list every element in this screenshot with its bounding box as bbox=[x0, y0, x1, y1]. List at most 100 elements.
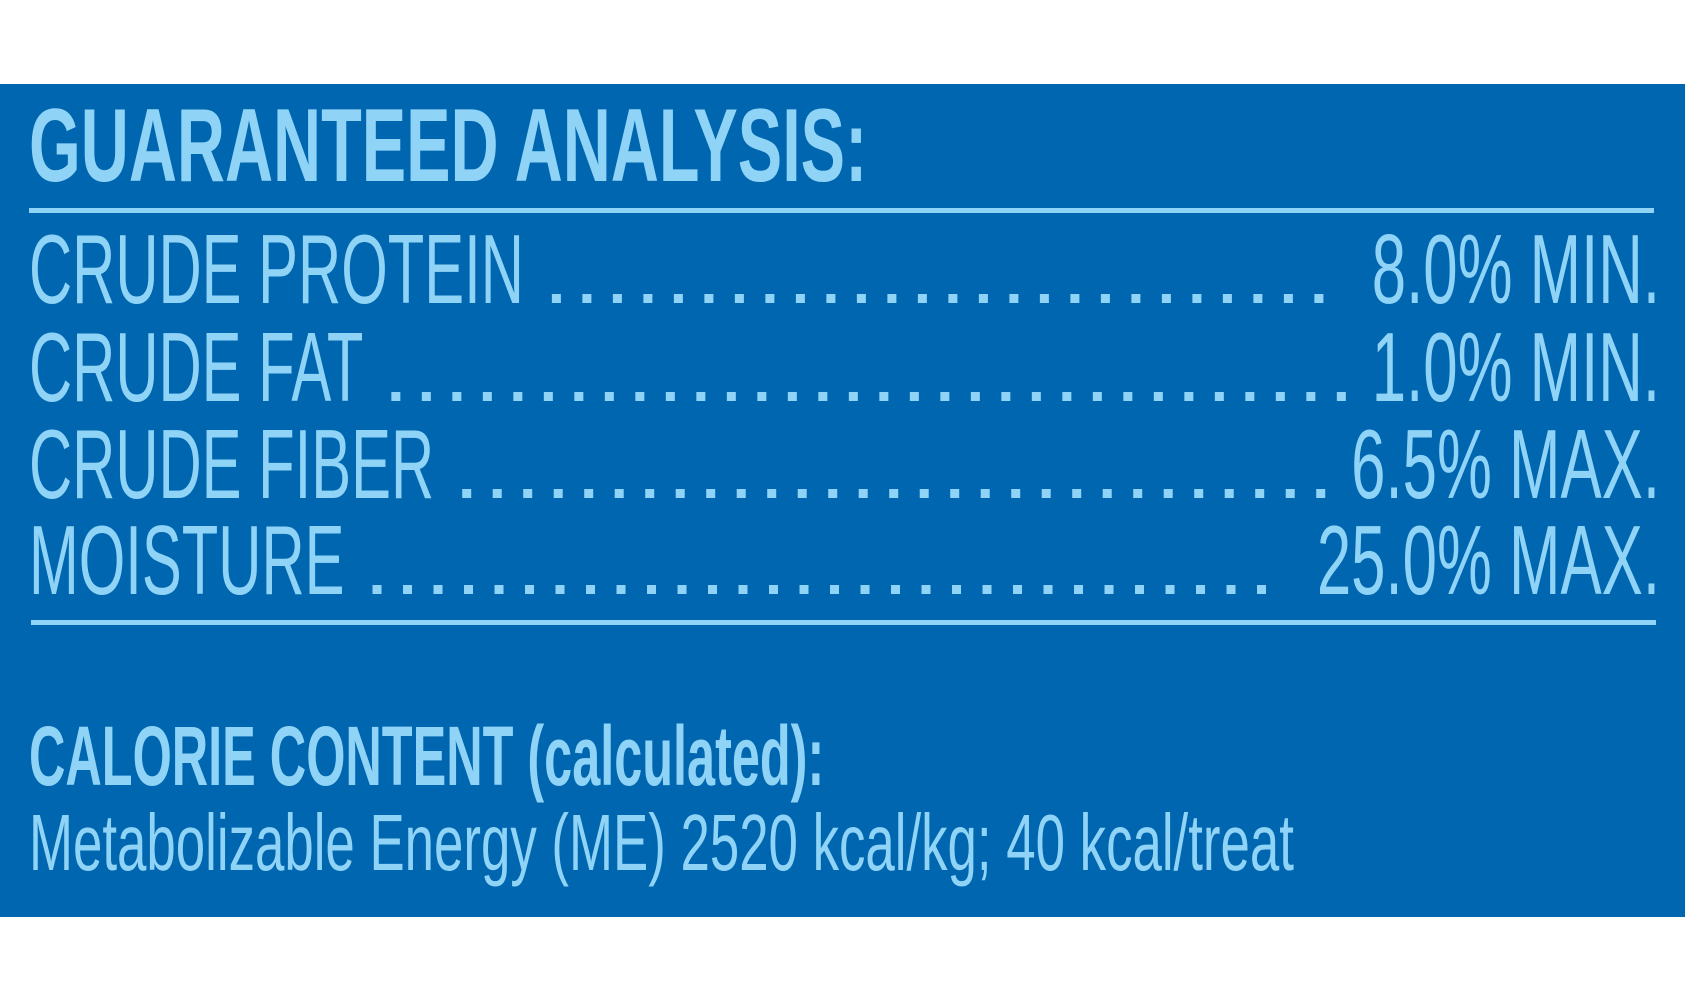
leader-dot bbox=[828, 489, 838, 498]
leader-dot bbox=[1011, 489, 1021, 498]
leader-dot bbox=[1092, 392, 1102, 401]
leader-dot bbox=[645, 489, 655, 498]
leader-dot bbox=[452, 392, 462, 401]
leader-dot bbox=[551, 294, 561, 303]
leader-dot bbox=[708, 585, 718, 594]
row-label: MOISTURE bbox=[29, 505, 345, 615]
leader-dot bbox=[462, 489, 472, 498]
leader-dot bbox=[726, 392, 736, 401]
leader-dot bbox=[1001, 392, 1011, 401]
leader-dot bbox=[1072, 489, 1082, 498]
divider bbox=[29, 208, 1654, 213]
leader-dot bbox=[1316, 489, 1326, 498]
leader-dot bbox=[643, 294, 653, 303]
leader-dot bbox=[1192, 294, 1202, 303]
leader-dot bbox=[582, 294, 592, 303]
leader-dot bbox=[950, 489, 960, 498]
leader-dot bbox=[1245, 392, 1255, 401]
row-value: 25.0% MAX. bbox=[1317, 505, 1660, 615]
leader-dot bbox=[1102, 489, 1112, 498]
leader-dot bbox=[635, 392, 645, 401]
leader-dot bbox=[948, 294, 958, 303]
leader-dot bbox=[1222, 294, 1232, 303]
leader-dot bbox=[830, 585, 840, 594]
leader-dot bbox=[553, 489, 563, 498]
leader-dot bbox=[818, 392, 828, 401]
leader-dot bbox=[1314, 294, 1324, 303]
leader-dot bbox=[1161, 294, 1171, 303]
leader-dot bbox=[1196, 585, 1206, 594]
leader-dot bbox=[970, 392, 980, 401]
leader-dot bbox=[1123, 392, 1133, 401]
leader-dot bbox=[856, 294, 866, 303]
leader-dot bbox=[604, 392, 614, 401]
leader-dot bbox=[952, 585, 962, 594]
leader-dot bbox=[978, 294, 988, 303]
leader-dot bbox=[1336, 392, 1346, 401]
leader-dot bbox=[1184, 392, 1194, 401]
calorie-heading: CALORIE CONTENT (calculated): bbox=[29, 709, 824, 803]
leader-dot bbox=[917, 294, 927, 303]
leader-dot bbox=[403, 585, 413, 594]
leader-dot bbox=[696, 392, 706, 401]
leader-dot bbox=[1306, 392, 1316, 401]
leader-dot bbox=[919, 489, 929, 498]
leader-dot bbox=[1100, 294, 1110, 303]
row-label: CRUDE FIBER bbox=[29, 409, 434, 519]
leader-dot bbox=[525, 585, 535, 594]
leader-dot bbox=[1013, 585, 1023, 594]
leader-dot bbox=[391, 392, 401, 401]
leader-dot bbox=[543, 392, 553, 401]
leader-dot bbox=[797, 489, 807, 498]
leader-dot bbox=[421, 392, 431, 401]
leader-dot bbox=[787, 392, 797, 401]
leader-dot bbox=[795, 294, 805, 303]
leader-dot bbox=[889, 489, 899, 498]
leader-dot bbox=[891, 585, 901, 594]
leader-dot bbox=[1153, 392, 1163, 401]
leader-dot bbox=[1133, 489, 1143, 498]
leader-dot bbox=[513, 392, 523, 401]
leader-dot bbox=[1041, 489, 1051, 498]
leader-dot bbox=[1135, 585, 1145, 594]
leader-dot bbox=[1253, 294, 1263, 303]
leader-dot bbox=[826, 294, 836, 303]
leader-dot bbox=[1224, 489, 1234, 498]
leader-dot bbox=[492, 489, 502, 498]
leader-dot bbox=[704, 294, 714, 303]
leader-dot bbox=[1043, 585, 1053, 594]
leader-dot bbox=[757, 392, 767, 401]
leader-dot bbox=[887, 294, 897, 303]
leader-dot bbox=[647, 585, 657, 594]
leader-dot bbox=[1104, 585, 1114, 594]
leader-dot bbox=[586, 585, 596, 594]
leader-dot bbox=[940, 392, 950, 401]
leader-dot bbox=[574, 392, 584, 401]
leader-dot bbox=[921, 585, 931, 594]
leader-dot bbox=[614, 489, 624, 498]
row-label: CRUDE PROTEIN bbox=[29, 214, 524, 324]
leader-dot bbox=[1194, 489, 1204, 498]
title: GUARANTEED ANALYSIS: bbox=[29, 88, 867, 204]
leader-dot bbox=[1163, 489, 1173, 498]
leader-dot bbox=[1074, 585, 1084, 594]
leader-dot bbox=[433, 585, 443, 594]
leader-dot bbox=[494, 585, 504, 594]
leader-dot bbox=[706, 489, 716, 498]
leader-dot bbox=[767, 489, 777, 498]
leader-dot bbox=[1131, 294, 1141, 303]
leader-dot bbox=[1275, 392, 1285, 401]
analysis-rows: CRUDE PROTEIN 8.0% MIN. CRUDE FAT 1.0% MIN.… bbox=[29, 214, 1660, 615]
leader-dot bbox=[1255, 489, 1265, 498]
leader-dot bbox=[848, 392, 858, 401]
leader-dot bbox=[1285, 489, 1295, 498]
leader-dot bbox=[482, 392, 492, 401]
leader-dot bbox=[769, 585, 779, 594]
leader-dot bbox=[1165, 585, 1175, 594]
leader-dot bbox=[980, 489, 990, 498]
leader-dot bbox=[1214, 392, 1224, 401]
leader-dot bbox=[584, 489, 594, 498]
leader-dot bbox=[1257, 585, 1267, 594]
panel-background bbox=[0, 84, 1685, 917]
leader-dot bbox=[736, 489, 746, 498]
